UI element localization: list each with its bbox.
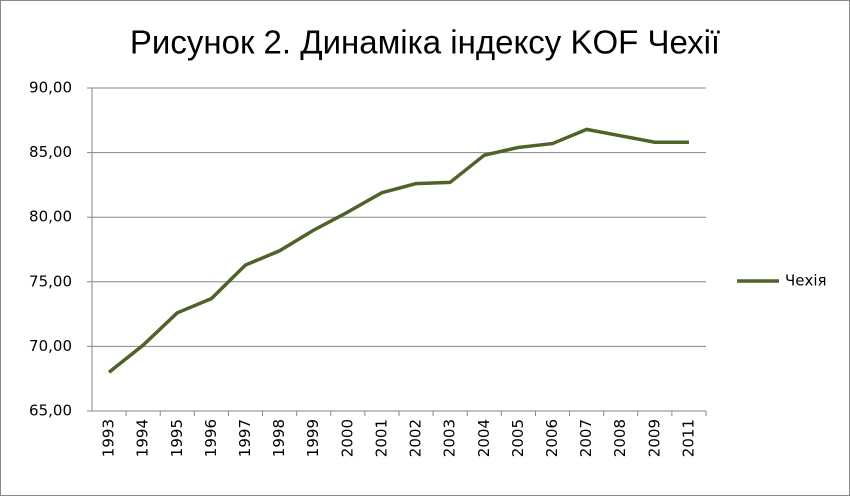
x-tick-label: 1994 bbox=[134, 419, 152, 457]
line-series bbox=[107, 127, 689, 374]
y-tick-label: 90,00 bbox=[29, 79, 72, 97]
x-tick-label: 2004 bbox=[475, 419, 493, 457]
y-tick-label: 85,00 bbox=[29, 143, 72, 161]
y-tick-label: 70,00 bbox=[29, 337, 72, 355]
x-tick-label: 2005 bbox=[509, 419, 527, 457]
y-tick-label: 80,00 bbox=[29, 208, 72, 226]
legend-label: Чехія bbox=[785, 272, 827, 290]
x-tick-label: 1993 bbox=[100, 419, 118, 457]
x-tick-label: 2001 bbox=[372, 419, 390, 457]
x-tick-label: 1995 bbox=[168, 419, 186, 457]
x-tick-label: 2011 bbox=[679, 419, 697, 457]
x-tick-label: 2000 bbox=[338, 419, 356, 457]
x-tick-label: 1999 bbox=[304, 419, 322, 457]
x-tick-label: 2007 bbox=[577, 419, 595, 457]
x-tick-label: 2009 bbox=[645, 419, 663, 457]
x-tick-label: 1996 bbox=[202, 419, 220, 457]
x-tick-label: 2002 bbox=[407, 419, 425, 457]
x-tick-label: 1997 bbox=[236, 419, 254, 457]
x-tick-label: 2008 bbox=[611, 419, 629, 457]
chart-title: Рисунок 2. Динаміка індексу KOF Чехії bbox=[130, 24, 720, 61]
x-tick-label: 2003 bbox=[441, 419, 459, 457]
x-tick-label: 1998 bbox=[270, 419, 288, 457]
y-tick-label: 65,00 bbox=[29, 402, 72, 420]
y-tick-label: 75,00 bbox=[29, 272, 72, 290]
x-tick-label: 2006 bbox=[543, 419, 561, 457]
